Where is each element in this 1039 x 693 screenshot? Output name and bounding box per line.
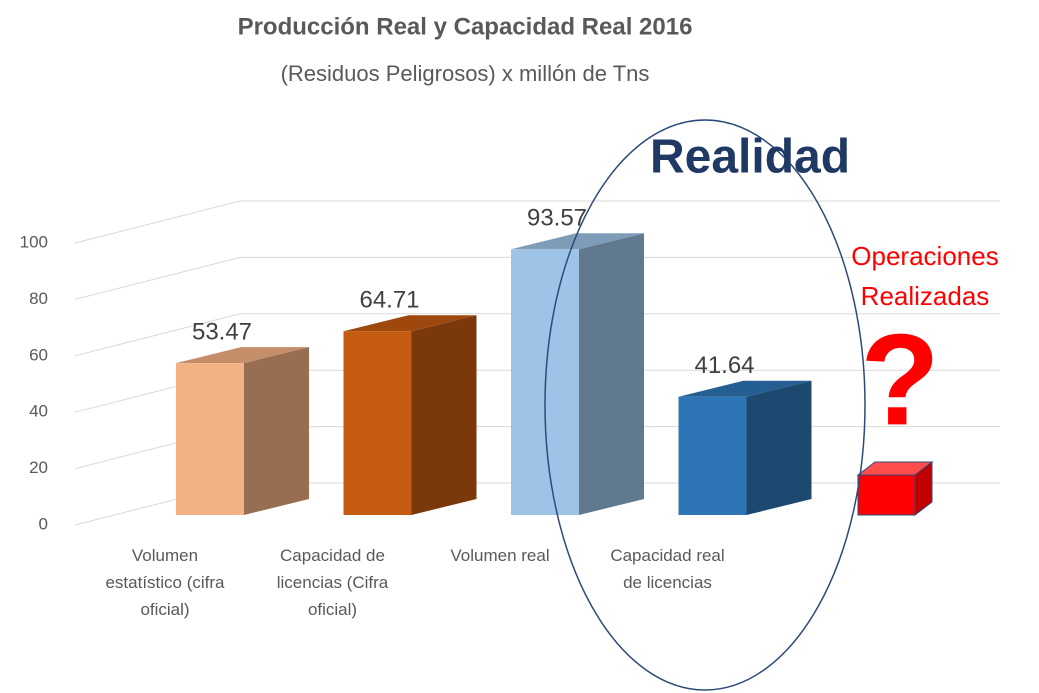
x-tick-label: Volumen real [450,546,550,565]
value-label: 53.47 [192,318,252,345]
value-label: 41.64 [694,352,754,379]
y-tick-label: 0 [39,514,48,533]
reality-ellipse [544,119,866,691]
chart-subtitle: (Residuos Peligrosos) x millón de Tns [281,61,650,86]
bar [176,363,244,515]
question-mark: ? [860,306,939,452]
bar-side [244,347,309,515]
grid-line [74,313,1000,357]
grid-line [74,256,1000,300]
bar [343,331,412,515]
operations-line: Realizadas [861,281,990,311]
bars: 53.47 64.71 93.57 41.64 [176,205,812,515]
y-tick-label: 40 [29,402,48,421]
y-tick-label: 20 [29,458,48,477]
bar-side [746,380,812,515]
x-tick-label: Volumen estatístico (cifra oficial) [105,546,225,619]
bar-side [411,315,477,515]
x-tick-label: Capacidad real de licencias [610,546,725,592]
bar [678,396,747,515]
red-cube [856,460,934,517]
y-tick-label: 60 [29,345,48,364]
y-tick-label: 100 [20,232,48,251]
bar-top [511,233,644,250]
reality-annotation: Realidad [650,131,850,184]
bar-side [579,233,644,515]
value-label: 93.57 [527,205,587,232]
y-tick-label: 80 [29,289,48,308]
bar-top [176,347,309,364]
bar-top [343,315,477,332]
chart-title: Producción Real y Capacidad Real 2016 [238,13,693,40]
x-tick-label: Capacidad de licencias (Cifra oficial) [276,546,389,619]
cube-front [857,474,916,516]
value-label: 64.71 [359,287,419,314]
grid-line [74,200,1000,244]
bar-top [678,380,812,397]
operations-line: Operaciones [851,241,998,271]
